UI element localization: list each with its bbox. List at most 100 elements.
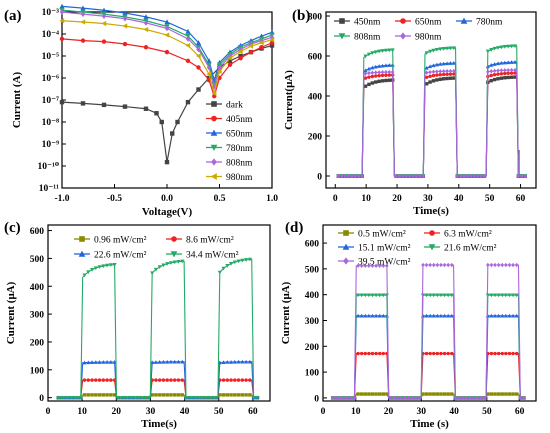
data-point: [331, 395, 335, 401]
legend-label-3: 34.4 mW/cm²: [186, 251, 239, 261]
data-point: [240, 359, 245, 364]
data-point: [377, 49, 382, 54]
data-point: [248, 393, 252, 397]
series-line: [332, 315, 526, 399]
data-point: [236, 378, 241, 382]
data-point: [451, 61, 456, 65]
data-point: [216, 68, 222, 75]
legend-marker-1: [171, 236, 177, 242]
data-point: [509, 75, 514, 79]
data-point: [105, 378, 109, 382]
y-tick-label: 200: [305, 343, 320, 353]
data-point: [453, 395, 458, 401]
data-point: [154, 378, 158, 382]
data-point: [349, 395, 353, 401]
data-point: [202, 395, 207, 400]
data-point: [511, 351, 515, 356]
data-point: [238, 55, 243, 61]
data-point: [492, 62, 497, 66]
data-point: [175, 119, 180, 125]
data-point: [381, 293, 386, 298]
data-point: [80, 38, 86, 43]
data-point: [233, 378, 237, 382]
data-point: [172, 260, 177, 265]
data-point: [445, 46, 450, 51]
data-point: [112, 393, 117, 397]
data-point: [411, 173, 415, 179]
data-point: [507, 313, 512, 318]
legend: 0.96 mW/cm² 8.6 mW/cm² 22.6 mW/cm² 34.4 mW/…: [74, 236, 239, 261]
data-point: [439, 262, 443, 268]
x-tick-label: 10: [361, 194, 371, 204]
data-point: [359, 392, 364, 396]
data-point: [445, 61, 450, 66]
data-point: [424, 313, 429, 318]
data-point: [451, 46, 456, 51]
x-tick-label: 10: [77, 407, 87, 417]
data-point: [374, 70, 378, 75]
data-point: [168, 359, 173, 364]
data-point: [435, 78, 439, 82]
legend-marker-2: [78, 250, 86, 257]
series-line: [61, 11, 273, 90]
y-axis-label: Current (A): [11, 72, 23, 129]
x-tick-label: 50: [214, 407, 224, 417]
legend-marker-0: [79, 236, 85, 242]
data-point: [506, 71, 510, 76]
data-point: [86, 378, 91, 382]
data-point: [384, 78, 388, 83]
data-point: [196, 65, 201, 70]
data-point: [150, 393, 154, 397]
data-point: [161, 263, 166, 268]
data-point: [377, 351, 382, 356]
legend-marker-1: [211, 115, 217, 122]
data-point: [424, 262, 429, 268]
legend-label-1: 8.6 mW/cm²: [186, 236, 234, 246]
data-point: [492, 68, 497, 74]
data-point: [383, 48, 388, 53]
data-point: [403, 395, 407, 401]
data-point: [227, 53, 233, 59]
data-point: [496, 293, 501, 298]
data-point: [445, 68, 449, 74]
data-point: [244, 359, 249, 364]
data-point: [493, 392, 497, 396]
data-point: [503, 293, 508, 298]
data-point: [195, 395, 200, 400]
data-point: [154, 111, 159, 116]
data-point: [373, 50, 378, 55]
data-point: [450, 262, 454, 268]
y-tick-label: 600: [308, 53, 323, 63]
data-point: [86, 393, 91, 397]
data-point: [370, 351, 375, 356]
data-point: [59, 18, 65, 24]
data-point: [442, 313, 447, 318]
data-point: [428, 80, 432, 84]
data-point: [522, 395, 526, 401]
data-point: [445, 76, 449, 81]
data-point: [80, 5, 86, 11]
legend-marker-2: [210, 129, 218, 136]
x-tick-label: 0.0: [161, 194, 173, 204]
data-point: [244, 378, 248, 382]
data-point: [509, 67, 514, 73]
data-point: [418, 173, 422, 179]
data-point: [441, 72, 446, 77]
data-point: [439, 392, 443, 396]
legend-label-3: 808nm: [354, 33, 381, 43]
data-point: [374, 293, 379, 298]
legend-label-1: 6.3 mW/cm²: [444, 230, 492, 240]
data-point: [255, 395, 260, 400]
data-point: [221, 378, 226, 382]
data-point: [164, 19, 170, 25]
y-tick-label: 0: [39, 394, 44, 404]
data-point: [385, 392, 389, 396]
data-point: [225, 378, 230, 382]
data-point: [381, 263, 385, 268]
y-tick-label: 10⁻⁵: [42, 52, 60, 62]
legend-marker-0: [343, 230, 349, 236]
data-point: [410, 395, 414, 401]
data-point: [482, 173, 487, 179]
data-point: [169, 393, 173, 397]
data-point: [518, 395, 522, 401]
